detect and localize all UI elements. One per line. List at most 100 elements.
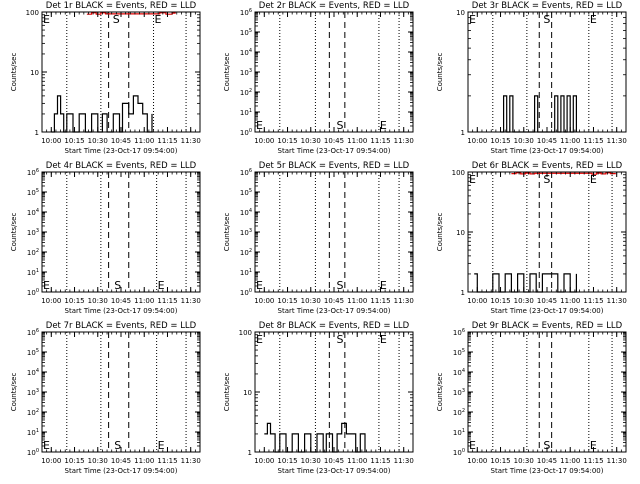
- y-tick-label: 103: [453, 388, 465, 397]
- x-tick-label: 10:45: [111, 137, 131, 145]
- x-tick-label: 11:30: [181, 457, 201, 465]
- x-tick-label: 11:00: [134, 457, 154, 465]
- event-marker-e: E: [256, 119, 263, 132]
- y-tick-label: 104: [27, 208, 39, 217]
- x-tick-label: 10:45: [324, 297, 344, 305]
- x-tick-label: 10:00: [254, 457, 274, 465]
- y-tick-label: 102: [453, 408, 465, 417]
- event-marker-s: S: [337, 119, 344, 132]
- y-tick-label: 105: [453, 348, 465, 357]
- plot-frame: [41, 171, 201, 293]
- event-marker-e: E: [380, 119, 387, 132]
- x-tick-label: 10:30: [301, 457, 321, 465]
- y-tick-label: 100: [240, 288, 252, 297]
- x-tick-label: 10:00: [467, 457, 487, 465]
- event-marker-e: E: [469, 13, 476, 26]
- panel-title: Det 1r BLACK = Events, RED = LLD: [46, 1, 197, 11]
- x-tick-label: 10:00: [254, 297, 274, 305]
- x-axis-label: Start Time (23-Oct-17 09:54:00): [65, 307, 178, 315]
- panel-title: Det 3r BLACK = Events, RED = LLD: [472, 1, 623, 11]
- x-tick-label: 10:30: [514, 457, 534, 465]
- x-tick-label: 11:30: [607, 457, 627, 465]
- y-axis-label: Counts/sec: [436, 213, 444, 252]
- panel-title: Det 4r BLACK = Events, RED = LLD: [46, 161, 197, 171]
- x-tick-label: 11:30: [181, 297, 201, 305]
- y-tick-label: 101: [453, 428, 465, 437]
- events-series: [51, 95, 153, 133]
- plot-frame: [467, 11, 627, 133]
- y-axis-label: Counts/sec: [10, 373, 18, 412]
- x-axis-label: Start Time (23-Oct-17 09:54:00): [491, 307, 604, 315]
- event-marker-s: S: [113, 13, 120, 26]
- y-tick-label: 10: [30, 69, 39, 77]
- y-tick-label: 105: [240, 28, 252, 37]
- plot-frame: [254, 171, 414, 293]
- x-tick-label: 10:00: [254, 137, 274, 145]
- x-tick-label: 10:15: [64, 297, 84, 305]
- panel-title: Det 8r BLACK = Events, RED = LLD: [259, 321, 410, 331]
- y-axis-label: Counts/sec: [223, 373, 231, 412]
- x-tick-label: 10:00: [41, 297, 61, 305]
- x-tick-label: 10:15: [277, 297, 297, 305]
- y-axis-label: Counts/sec: [436, 53, 444, 92]
- x-tick-label: 10:15: [490, 457, 510, 465]
- y-axis-label: Counts/sec: [223, 213, 231, 252]
- y-tick-label: 1: [461, 129, 465, 137]
- x-axis-label: Start Time (23-Oct-17 09:54:00): [491, 147, 604, 155]
- event-marker-s: S: [543, 173, 550, 186]
- event-marker-e: E: [158, 279, 165, 292]
- x-tick-label: 11:30: [607, 297, 627, 305]
- plot-frame: [254, 331, 414, 453]
- x-axis-label: Start Time (23-Oct-17 09:54:00): [278, 467, 391, 475]
- y-tick-label: 104: [453, 368, 465, 377]
- x-tick-label: 10:00: [467, 137, 487, 145]
- event-marker-s: S: [337, 279, 344, 292]
- panel-1: Det 1r BLACK = Events, RED = LLD Counts/s…: [10, 1, 201, 155]
- x-tick-label: 11:30: [181, 137, 201, 145]
- event-marker-s: S: [543, 439, 550, 452]
- x-tick-label: 10:30: [514, 137, 534, 145]
- x-tick-label: 11:15: [583, 457, 603, 465]
- panel-6: Det 6r BLACK = Events, RED = LLD Counts/s…: [436, 161, 627, 315]
- x-tick-label: 11:00: [134, 297, 154, 305]
- event-marker-s: S: [337, 333, 344, 346]
- y-tick-label: 1: [35, 129, 39, 137]
- y-tick-label: 10: [243, 389, 252, 397]
- events-series: [474, 273, 577, 293]
- event-marker-e: E: [256, 279, 263, 292]
- x-tick-label: 10:30: [514, 297, 534, 305]
- x-tick-label: 10:15: [277, 457, 297, 465]
- x-tick-label: 10:30: [88, 457, 108, 465]
- x-tick-label: 10:00: [41, 137, 61, 145]
- y-axis-label: Counts/sec: [436, 373, 444, 412]
- plot-frame: [41, 11, 201, 133]
- x-tick-label: 10:15: [277, 137, 297, 145]
- panel-title: Det 9r BLACK = Events, RED = LLD: [472, 321, 623, 331]
- y-tick-label: 1: [248, 449, 252, 457]
- y-tick-label: 106: [240, 8, 252, 17]
- y-tick-label: 104: [240, 48, 252, 57]
- x-tick-label: 11:30: [607, 137, 627, 145]
- y-tick-label: 101: [240, 108, 252, 117]
- x-tick-label: 10:15: [64, 457, 84, 465]
- panel-title: Det 7r BLACK = Events, RED = LLD: [46, 321, 197, 331]
- event-marker-e: E: [155, 13, 162, 26]
- y-axis-label: Counts/sec: [10, 213, 18, 252]
- y-axis-label: Counts/sec: [10, 53, 18, 92]
- y-tick-label: 100: [26, 9, 39, 17]
- lld-series: [511, 172, 616, 175]
- event-marker-e: E: [590, 13, 597, 26]
- y-tick-label: 100: [453, 448, 465, 457]
- y-tick-label: 106: [27, 168, 39, 177]
- x-tick-label: 10:45: [111, 297, 131, 305]
- y-tick-label: 100: [239, 329, 252, 337]
- event-marker-s: S: [114, 439, 121, 452]
- x-tick-label: 11:15: [370, 297, 390, 305]
- x-tick-label: 11:00: [560, 137, 580, 145]
- event-marker-e: E: [380, 279, 387, 292]
- panel-9: Det 9r BLACK = Events, RED = LLD Counts/s…: [436, 321, 627, 475]
- x-tick-label: 10:30: [301, 297, 321, 305]
- y-tick-label: 105: [27, 348, 39, 357]
